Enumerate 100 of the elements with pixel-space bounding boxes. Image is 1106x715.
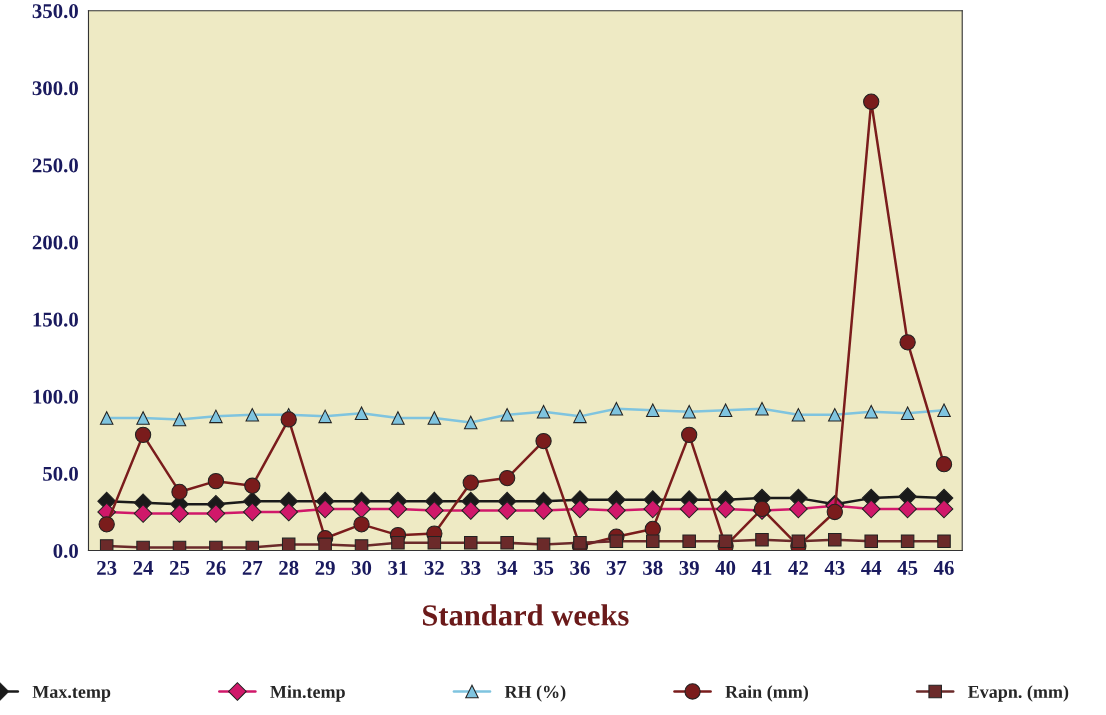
legend-label: Max.temp <box>32 685 111 702</box>
point <box>242 502 262 522</box>
y-tick-label: 100.0 <box>33 389 78 404</box>
point <box>681 426 698 444</box>
y-tick-label: 50.0 <box>43 466 78 481</box>
point <box>643 499 663 519</box>
point <box>500 408 514 422</box>
point <box>136 411 150 425</box>
x-tick-label: 32 <box>424 560 444 575</box>
point <box>171 483 188 501</box>
point <box>391 411 405 425</box>
point <box>279 502 299 522</box>
x-tick-label: 31 <box>388 560 408 575</box>
x-tick-label: 25 <box>169 560 190 575</box>
point <box>427 411 442 425</box>
x-tick-label: 29 <box>315 560 335 575</box>
point <box>244 477 261 494</box>
x-tick-label: 24 <box>133 560 154 575</box>
x-tick-label: 39 <box>679 560 699 575</box>
point <box>354 406 369 421</box>
point <box>315 499 335 519</box>
x-tick-label: 28 <box>279 560 299 575</box>
point <box>209 409 223 424</box>
x-tick-label: 45 <box>897 561 918 575</box>
point <box>170 504 189 523</box>
point <box>682 404 696 419</box>
point <box>498 469 516 487</box>
point <box>462 474 479 491</box>
x-tick-label: 30 <box>351 560 372 575</box>
point <box>937 534 951 549</box>
point <box>99 411 114 425</box>
point <box>461 501 481 520</box>
point <box>353 516 370 533</box>
y-tick-label: 0.0 <box>53 543 78 559</box>
point <box>646 403 660 417</box>
y-tick-label: 350.0 <box>32 4 78 19</box>
point <box>318 409 332 424</box>
point <box>245 408 260 422</box>
point <box>209 540 223 551</box>
point <box>463 536 478 550</box>
legend-label: Evapn. (mm) <box>967 685 1069 702</box>
point <box>427 536 442 550</box>
point <box>828 532 842 547</box>
point <box>900 534 915 549</box>
point <box>136 540 150 551</box>
x-tick-label: 27 <box>242 560 263 575</box>
x-tick-label: 34 <box>497 560 518 575</box>
point <box>828 408 842 422</box>
y-tick-label: 300.0 <box>32 81 78 96</box>
point <box>607 501 626 520</box>
point <box>899 334 916 351</box>
x-tick-label: 40 <box>715 560 736 575</box>
x-axis-title: Standard weeks <box>422 604 629 626</box>
point <box>172 412 187 427</box>
point <box>133 504 153 523</box>
point <box>679 499 699 519</box>
point <box>864 534 878 549</box>
point <box>98 516 115 533</box>
point <box>937 403 951 417</box>
point <box>718 403 733 417</box>
point <box>281 537 296 551</box>
point <box>789 499 808 519</box>
point <box>863 93 880 110</box>
point <box>207 472 225 490</box>
point <box>463 415 478 430</box>
x-tick-label: 38 <box>643 560 663 575</box>
point <box>609 401 624 416</box>
x-tick-label: 33 <box>461 560 481 575</box>
point <box>682 534 696 549</box>
point <box>570 499 590 519</box>
legend-label: RH (%) <box>504 685 566 702</box>
x-tick-label: 37 <box>606 560 627 575</box>
point <box>898 499 917 519</box>
x-tick-label: 41 <box>751 560 772 575</box>
x-tick-label: 23 <box>97 560 117 575</box>
point <box>206 504 226 523</box>
point <box>826 503 843 521</box>
point <box>318 537 332 551</box>
y-tick-label: 150.0 <box>33 312 78 327</box>
x-tick-label: 42 <box>788 560 808 575</box>
point <box>609 534 624 549</box>
point <box>716 499 735 519</box>
point <box>391 536 405 550</box>
y-tick-label: 250.0 <box>32 158 78 173</box>
point <box>424 501 444 520</box>
point <box>791 408 806 422</box>
x-tick-label: 43 <box>824 560 845 575</box>
point <box>864 404 878 419</box>
x-tick-label: 44 <box>861 561 882 575</box>
point <box>861 499 881 519</box>
legend-label: Rain (mm) <box>725 685 808 702</box>
point <box>500 536 514 550</box>
point <box>935 456 953 473</box>
point <box>536 404 551 419</box>
point <box>388 499 408 519</box>
x-tick-label: 26 <box>206 560 226 575</box>
point <box>755 401 769 416</box>
legend-label: Min.temp <box>270 685 345 702</box>
x-tick-label: 46 <box>933 560 954 575</box>
x-tick-label: 35 <box>533 560 554 575</box>
